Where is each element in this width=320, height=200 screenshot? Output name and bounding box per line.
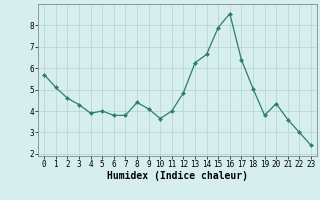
X-axis label: Humidex (Indice chaleur): Humidex (Indice chaleur) (107, 171, 248, 181)
